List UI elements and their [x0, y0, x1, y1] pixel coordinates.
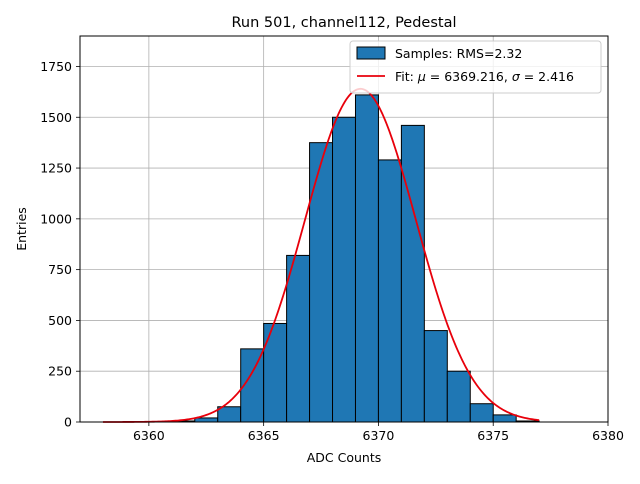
legend: Samples: RMS=2.32 Fit: μ = 6369.216, σ =…	[349, 40, 602, 94]
legend-samples-label: Samples: RMS=2.32	[395, 46, 522, 61]
histogram-bar	[309, 142, 334, 423]
legend-samples-swatch	[356, 46, 386, 60]
y-tick-label: 750	[48, 262, 72, 277]
histogram-bar	[492, 414, 517, 423]
fit-curve	[102, 87, 540, 423]
histogram-bar	[354, 94, 379, 423]
histogram-bar	[286, 254, 311, 423]
y-tick-label: 1000	[40, 211, 72, 226]
histogram-bar	[194, 417, 219, 423]
histogram-bar	[332, 116, 356, 423]
x-axis-label: ADC Counts	[307, 450, 382, 465]
chart-title: Run 501, channel112, Pedestal	[231, 15, 456, 31]
histogram-bar	[423, 330, 448, 423]
x-tick-label: 6380	[592, 428, 624, 443]
histogram-bar	[400, 124, 425, 423]
y-tick-label: 500	[48, 313, 72, 328]
legend-fit-label: Fit: μ = 6369.216, σ = 2.416	[395, 69, 574, 84]
x-tick-label: 6370	[363, 428, 395, 443]
x-tick-label: 6360	[133, 428, 165, 443]
y-tick-label: 1500	[40, 110, 72, 125]
fit-curve-group	[102, 87, 540, 423]
histogram-bar	[446, 370, 471, 423]
histogram-bar	[377, 159, 402, 423]
y-tick-label: 0	[64, 415, 72, 430]
x-tick-label: 6375	[477, 428, 509, 443]
y-axis-ticks: 0 250 500 750 1000 1250 1500 1750	[40, 59, 80, 430]
y-tick-label: 1250	[40, 161, 72, 176]
histogram-bar	[263, 322, 288, 423]
y-tick-label: 1750	[40, 59, 72, 74]
y-axis-label: Entries	[14, 207, 29, 251]
legend-box	[349, 40, 602, 94]
histogram-bar	[469, 403, 494, 423]
x-axis-ticks: 6360 6365 6370 6375 6380	[133, 422, 624, 443]
plot-frame	[79, 35, 609, 423]
y-tick-label: 250	[48, 364, 72, 379]
histogram-bars	[171, 94, 540, 423]
x-tick-label: 6365	[248, 428, 280, 443]
histogram-bar	[217, 406, 242, 423]
